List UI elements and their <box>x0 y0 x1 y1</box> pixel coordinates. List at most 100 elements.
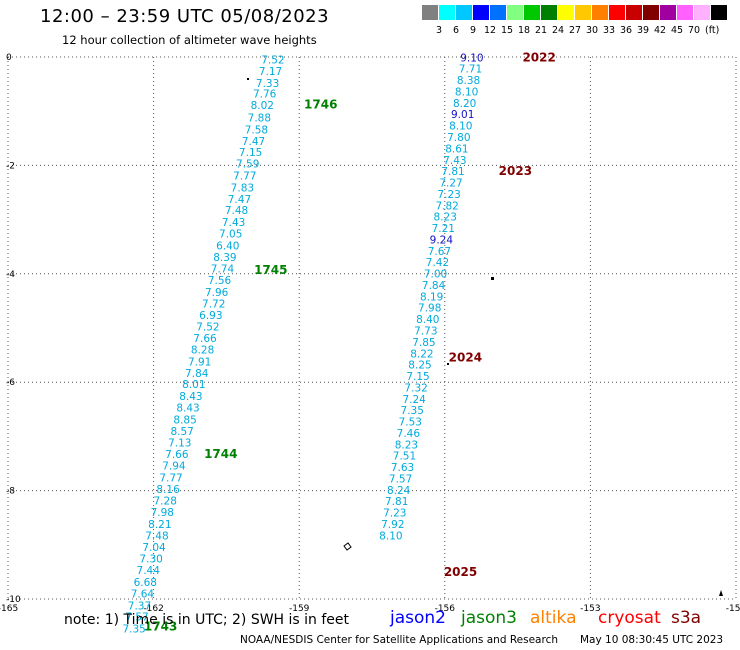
wave-height-value: 8.10 <box>449 121 472 133</box>
generation-timestamp: May 10 08:30:45 UTC 2023 <box>580 634 724 646</box>
wave-height-value: 8.43 <box>176 402 199 414</box>
wave-height-value: 7.81 <box>385 496 408 508</box>
legend-swatch <box>626 5 642 20</box>
wave-height-value: 8.21 <box>148 519 171 531</box>
wave-height-value: 7.66 <box>165 449 189 461</box>
legend-swatch <box>711 5 727 20</box>
wave-height-value: 7.91 <box>188 356 211 368</box>
wave-height-value: 8.43 <box>179 391 202 403</box>
wave-height-value: 7.81 <box>441 166 464 178</box>
wave-height-value: 7.48 <box>225 205 248 217</box>
wave-height-value: 7.05 <box>219 228 242 240</box>
legend-label: 30 <box>585 25 599 36</box>
wave-height-value: 9.10 <box>460 52 483 64</box>
x-tick-label: -165 <box>0 604 18 614</box>
legend-swatch <box>660 5 676 20</box>
legend-label: 39 <box>636 25 650 36</box>
wave-height-value: 7.37 <box>128 600 151 612</box>
wave-height-value: 7.47 <box>242 136 265 148</box>
legend-label: 9 <box>469 25 477 36</box>
wave-height-value: 7.28 <box>154 496 177 508</box>
legend-label: 33 <box>602 25 616 36</box>
wave-height-value: 8.23 <box>395 439 418 451</box>
legend-unit: (ft) <box>705 25 720 36</box>
wave-height-value: 7.71 <box>459 64 482 76</box>
wave-height-value: 7.23 <box>437 189 460 201</box>
legend-swatch <box>558 5 574 20</box>
wave-height-value: 7.15 <box>406 371 429 383</box>
satellite-jason3-label: jason3 <box>461 608 517 628</box>
legend-swatch <box>677 5 693 20</box>
wave-height-value: 7.98 <box>418 303 441 315</box>
legend-swatch <box>575 5 591 20</box>
wave-height-value: 7.32 <box>404 382 427 394</box>
wave-height-value: 7.88 <box>248 112 271 124</box>
wave-height-value: 8.61 <box>445 143 468 155</box>
legend-swatch <box>490 5 506 20</box>
wave-height-value: 8.20 <box>453 98 476 110</box>
wave-height-value: 7.42 <box>426 257 449 269</box>
y-tick-label: -4 <box>6 270 15 280</box>
wave-height-value: 7.80 <box>447 132 470 144</box>
wave-height-value: 7.04 <box>142 542 166 554</box>
island-marker <box>343 542 352 551</box>
wave-height-value: 7.76 <box>253 89 277 101</box>
island-marker <box>719 590 723 596</box>
wave-height-value: 7.58 <box>245 124 268 136</box>
legend-label: 15 <box>500 25 514 36</box>
legend-swatch <box>473 5 489 20</box>
wave-height-value: 7.17 <box>259 66 282 78</box>
time-label: 1746 <box>304 97 337 111</box>
time-label: 2023 <box>499 164 532 178</box>
time-label: 2024 <box>449 351 482 365</box>
time-label: 2022 <box>522 50 555 64</box>
wave-height-value: 8.40 <box>416 314 439 326</box>
wave-height-value: 8.57 <box>170 426 193 438</box>
wave-height-value: 7.59 <box>236 159 259 171</box>
wave-height-value: 7.51 <box>393 451 416 463</box>
wave-height-value: 7.84 <box>422 280 446 292</box>
x-tick-label: -162 <box>143 604 163 614</box>
wave-height-value: 8.22 <box>410 348 433 360</box>
wave-height-value: 7.43 <box>222 217 245 229</box>
wave-height-value: 7.72 <box>202 298 225 310</box>
legend-swatch <box>507 5 523 20</box>
wave-height-value: 7.98 <box>151 507 174 519</box>
wave-height-value: 7.21 <box>432 223 455 235</box>
wave-height-value: 6.93 <box>199 310 222 322</box>
legend-swatch <box>694 5 710 20</box>
wave-height-value: 7.94 <box>162 460 186 472</box>
wave-height-value: 7.77 <box>159 472 182 484</box>
footnote: note: 1) Time is in UTC; 2) SWH is in fe… <box>64 612 350 628</box>
wave-height-value: 7.66 <box>193 333 217 345</box>
legend-label: 18 <box>517 25 531 36</box>
time-label: 1743 <box>144 619 177 633</box>
x-tick-label: -150 <box>726 604 740 614</box>
wave-height-value: 7.48 <box>145 530 168 542</box>
y-tick-label: -10 <box>6 595 21 605</box>
island-marker <box>247 78 249 80</box>
wave-height-value: 7.52 <box>261 55 284 67</box>
wave-height-value: 7.85 <box>412 337 435 349</box>
satellite-jason2-label: jason2 <box>390 608 446 628</box>
legend-label: 3 <box>435 25 443 36</box>
time-label: 2025 <box>444 565 477 579</box>
map-subtitle: 12 hour collection of altimeter wave hei… <box>62 33 317 47</box>
satellite-altika-label: altika <box>530 608 577 628</box>
y-tick-label: -6 <box>6 378 15 388</box>
legend-label: 24 <box>551 25 565 36</box>
y-tick-label: 0 <box>6 53 12 63</box>
wave-height-value: 8.19 <box>420 291 443 303</box>
time-label: 1745 <box>254 263 287 277</box>
legend-label: 27 <box>568 25 582 36</box>
wave-height-value: 7.15 <box>239 147 262 159</box>
wave-height-value: 7.64 <box>131 588 155 600</box>
legend-label: 12 <box>483 25 497 36</box>
wave-height-value: 8.01 <box>182 379 205 391</box>
x-tick-label: -159 <box>289 604 310 614</box>
wave-height-value: 7.52 <box>196 322 219 334</box>
map-title: 12:00 – 23:59 UTC 05/08/2023 <box>40 6 330 27</box>
wave-height-value: 8.85 <box>173 414 196 426</box>
y-tick-label: -8 <box>6 487 15 497</box>
